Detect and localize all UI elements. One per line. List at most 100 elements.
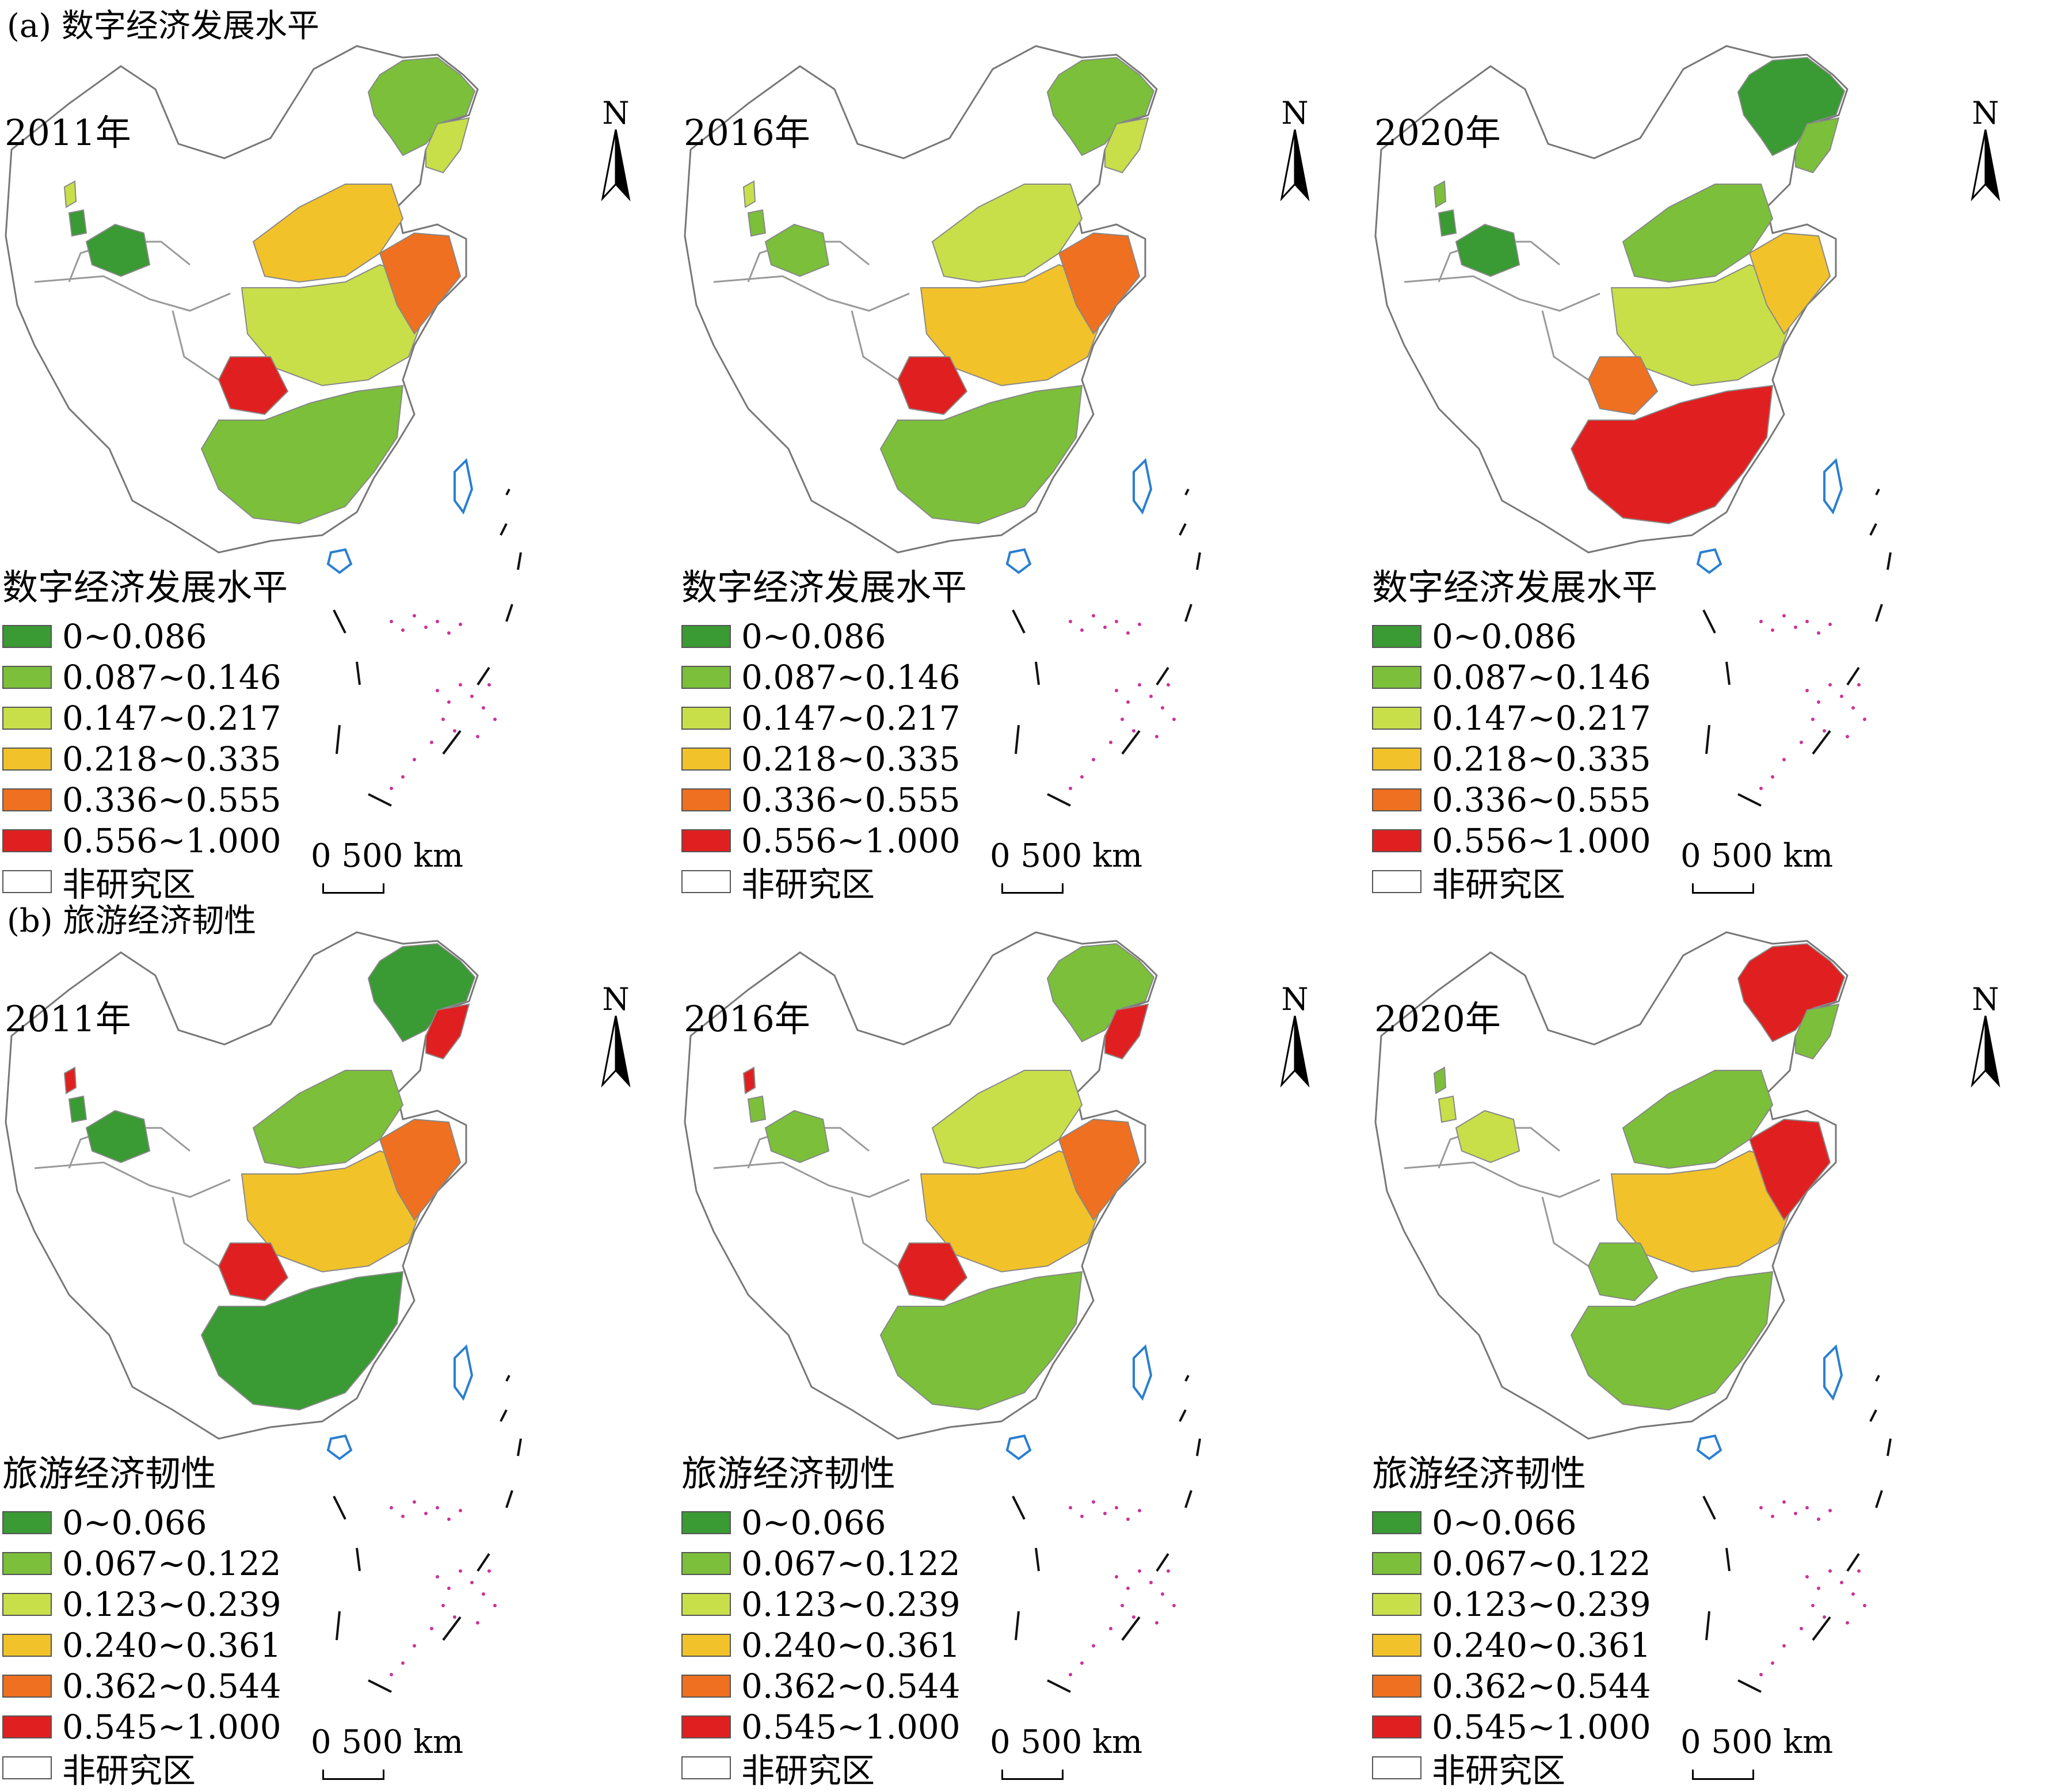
island-dot — [1863, 1604, 1866, 1607]
legend-title: 旅游经济韧性 — [681, 1452, 896, 1494]
hainan-outline — [1005, 548, 1032, 574]
island-dot — [1109, 1627, 1112, 1630]
legend-item: 0.218~0.335 — [681, 738, 967, 779]
island-dot — [1115, 1506, 1118, 1509]
island-dot — [487, 1569, 491, 1573]
legend-label: 0.240~0.361 — [741, 1625, 961, 1665]
legend-label: 0.240~0.361 — [1432, 1625, 1651, 1665]
island-dot — [1161, 706, 1164, 710]
island-dot — [453, 729, 456, 733]
legend-label: 0.362~0.544 — [62, 1666, 281, 1706]
legend-item: 0.123~0.239 — [1372, 1584, 1651, 1625]
legend-swatch — [681, 1756, 731, 1779]
region-northeast-north — [1737, 943, 1846, 1043]
legend-swatch — [2, 1674, 52, 1698]
legend-swatch — [1372, 747, 1421, 771]
legend-item: 0.147~0.217 — [1372, 697, 1657, 738]
region-east-coast — [1748, 232, 1831, 335]
island-dot — [459, 683, 462, 687]
legend-swatch — [2, 788, 52, 811]
island-dot — [1811, 1604, 1815, 1607]
legend-item: 0~0.066 — [681, 1502, 961, 1543]
island-dot — [1126, 631, 1130, 635]
region-xinjiang-north — [764, 1109, 830, 1164]
island-dot — [1800, 1627, 1803, 1630]
island-dot — [436, 1506, 439, 1509]
north-arrow-icon — [1280, 1016, 1310, 1088]
legend-swatch — [681, 1715, 731, 1738]
legend-item: 0.362~0.544 — [1372, 1665, 1651, 1706]
island-dot — [413, 614, 416, 617]
island-dot — [1817, 1518, 1820, 1521]
panel-year: 2016年 — [684, 112, 810, 154]
china-map — [684, 931, 1201, 1693]
legend-swatch — [2, 1715, 52, 1738]
legend: 旅游经济韧性 0~0.066 0.067~0.122 0.123~0.239 0.24… — [681, 1444, 961, 1790]
legend-swatch — [681, 665, 731, 689]
island-dot — [413, 1500, 416, 1504]
legend: 数字经济发展水平 0~0.086 0.087~0.146 0.147~0.217 0.… — [681, 558, 967, 904]
region-east-coast — [379, 232, 462, 335]
legend-item: 0.556~1.000 — [681, 820, 967, 861]
island-dot — [1092, 758, 1095, 761]
south-china-sea-islands — [1069, 1500, 1176, 1676]
south-china-sea-islands — [390, 1500, 497, 1676]
island-dot — [1149, 695, 1153, 698]
legend-item: 非研究区 — [681, 861, 967, 904]
legend-item: 0.147~0.217 — [681, 697, 967, 738]
legend-item: 0.362~0.544 — [681, 1665, 961, 1706]
legend-label: 0.556~1.000 — [62, 821, 281, 860]
island-dot — [1069, 620, 1072, 623]
legend-title: 数字经济发展水平 — [681, 566, 967, 608]
legend-swatch — [681, 706, 731, 730]
legend-item: 非研究区 — [2, 1747, 281, 1790]
region-sichuan-basin — [897, 356, 968, 415]
island-dot — [1771, 1661, 1774, 1665]
legend-label: 0.545~1.000 — [1432, 1707, 1651, 1747]
legend-swatch — [1372, 788, 1421, 811]
island-dot — [1109, 741, 1112, 744]
legend-label: 0~0.066 — [62, 1503, 207, 1542]
island-dot — [401, 1515, 405, 1518]
island-dot — [1828, 1569, 1832, 1573]
hainan-outline — [1696, 1434, 1722, 1461]
section-a-title: (a) 数字经济发展水平 — [7, 7, 319, 45]
island-dot — [1115, 689, 1118, 692]
panel-year: 2011年 — [5, 112, 131, 154]
legend-label: 0.336~0.555 — [62, 780, 281, 819]
china-map — [1374, 45, 1892, 807]
legend-label: 0.067~0.122 — [1432, 1543, 1651, 1583]
legend-label: 0.067~0.122 — [62, 1543, 281, 1583]
legend: 旅游经济韧性 0~0.066 0.067~0.122 0.123~0.239 0.24… — [1372, 1444, 1651, 1790]
island-dot — [1759, 1506, 1763, 1509]
island-dot — [401, 628, 405, 632]
legend-label: 0.123~0.239 — [62, 1584, 281, 1624]
legend-item: 0.556~1.000 — [2, 820, 288, 861]
china-map — [1374, 931, 1892, 1693]
island-dot — [447, 631, 451, 635]
region-north-plain — [1622, 1070, 1774, 1169]
legend-swatch — [1372, 665, 1421, 689]
region-north-plain — [252, 184, 404, 283]
legend-label: 0.556~1.000 — [741, 821, 961, 860]
scale-bar: 0 500 km — [990, 837, 1142, 901]
scale-label: 0 500 km — [990, 837, 1143, 875]
region-east-coast — [1748, 1118, 1831, 1221]
legend-swatch — [1372, 1511, 1421, 1534]
legend-swatch — [2, 829, 52, 852]
north-arrow-icon — [1971, 1016, 2000, 1088]
china-map — [5, 931, 522, 1693]
legend-item: 0.545~1.000 — [681, 1706, 961, 1747]
legend-label: 非研究区 — [62, 1751, 196, 1790]
legend-label: 0.218~0.335 — [741, 739, 961, 779]
island-dot — [1069, 787, 1072, 790]
region-xinjiang-north — [764, 223, 830, 277]
legend-item: 0~0.086 — [681, 616, 967, 657]
region-sichuan-basin — [1587, 1242, 1659, 1302]
legend-label: 0.362~0.544 — [1432, 1666, 1651, 1706]
region-northeast-east — [425, 1003, 470, 1060]
legend-title: 数字经济发展水平 — [2, 566, 288, 608]
legend-swatch — [1372, 1592, 1421, 1616]
region-south — [879, 1271, 1083, 1411]
island-dot — [1759, 787, 1763, 790]
